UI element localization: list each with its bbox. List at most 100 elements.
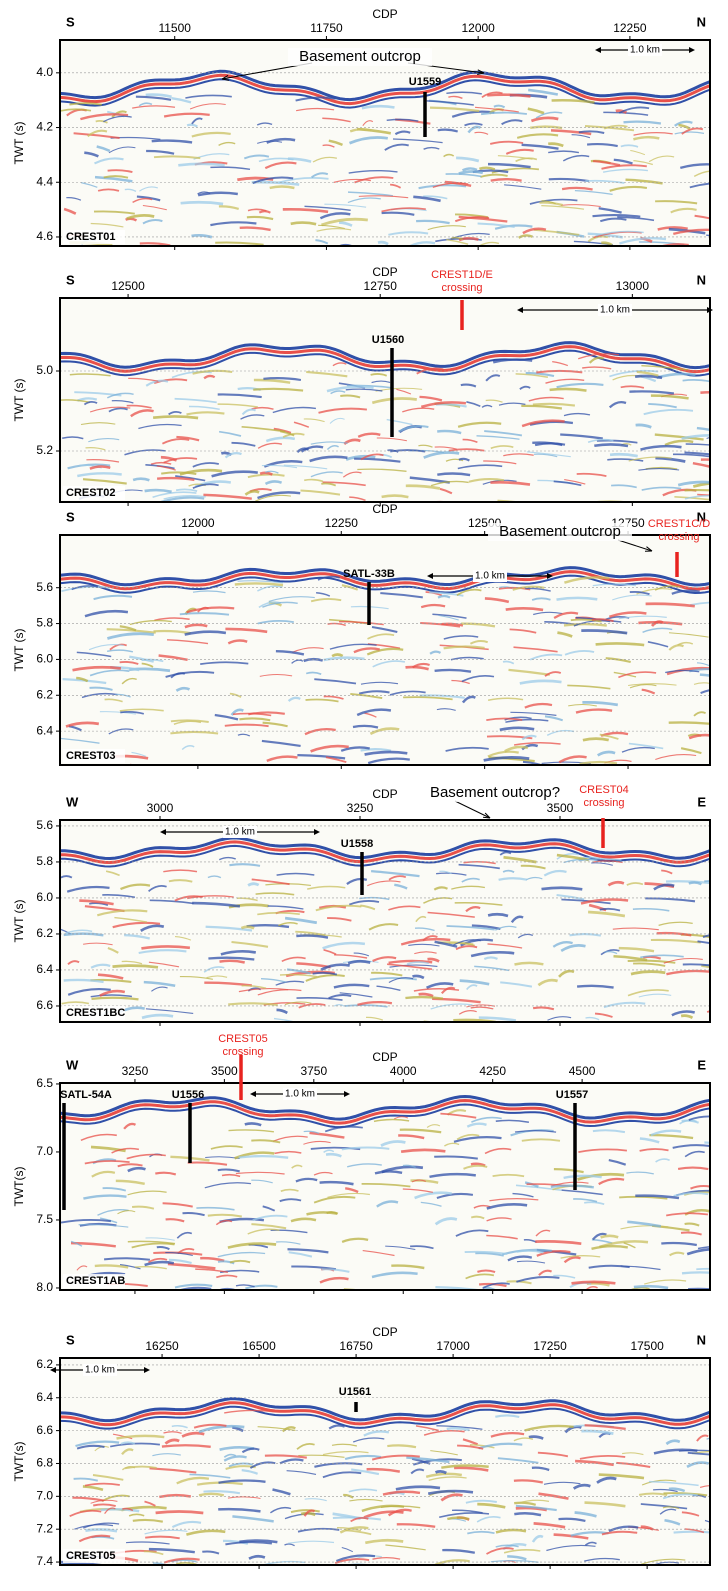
x-tick-label: 12750: [364, 279, 398, 293]
seismic-reflector: [596, 439, 638, 444]
seismic-reflector: [388, 875, 407, 881]
seismic-reflector: [341, 1237, 369, 1243]
seismic-reflector: [144, 1500, 156, 1507]
seismic-reflector: [423, 146, 440, 150]
seismic-reflector: [278, 921, 298, 927]
seismic-reflector: [457, 421, 502, 428]
seismic-reflector: [195, 1268, 229, 1274]
seismic-reflector: [79, 899, 114, 906]
seismic-reflector: [146, 149, 175, 155]
seismic-reflector: [232, 1515, 274, 1523]
seismic-reflector: [584, 1541, 597, 1546]
seismic-reflector: [82, 1030, 104, 1034]
seismic-reflector: [138, 102, 153, 107]
seismic-reflector: [437, 128, 459, 133]
seismic-reflector: [681, 1271, 710, 1275]
seismic-reflector: [608, 1525, 639, 1533]
seismic-reflector: [387, 1444, 417, 1449]
seismic-reflector: [331, 653, 344, 658]
seismic-reflector: [163, 112, 210, 118]
seismic-reflector: [516, 1250, 544, 1254]
seismic-reflector: [629, 590, 650, 596]
seismic-reflector: [607, 880, 625, 887]
seismic-reflector: [353, 647, 380, 654]
seismic-reflector: [613, 1292, 631, 1296]
seismic-reflector: [497, 1457, 539, 1464]
seismic-reflector: [374, 1170, 403, 1175]
y-tick-label: 6.6: [36, 1423, 53, 1437]
seismic-reflector: [349, 1498, 383, 1502]
seismic-reflector: [628, 683, 677, 687]
seismic-reflector: [173, 720, 202, 726]
seismic-reflector: [358, 195, 409, 199]
seismic-reflector: [423, 451, 460, 459]
seismic-reflector: [608, 1159, 627, 1166]
seismic-reflector: [90, 1145, 126, 1153]
y-tick-label: 6.8: [36, 1456, 53, 1470]
seismic-reflector: [529, 198, 578, 205]
seismic-image: [60, 566, 710, 765]
seismic-reflector: [356, 708, 392, 717]
x-tick-label: 12000: [461, 21, 495, 35]
seismic-reflector: [296, 997, 343, 1001]
seismic-reflector: [223, 1455, 247, 1462]
seismic-reflector: [415, 1425, 439, 1432]
seismic-reflector: [192, 462, 219, 468]
seismic-reflector: [461, 877, 480, 883]
seismic-reflector: [240, 414, 265, 420]
seismic-reflector: [477, 222, 515, 228]
seismic-reflector: [70, 1240, 83, 1247]
seismic-reflector: [497, 155, 533, 160]
seismic-reflector: [251, 1179, 273, 1184]
seismic-reflector: [310, 598, 342, 603]
seismic-reflector: [515, 1506, 548, 1512]
seismic-reflector: [236, 897, 258, 902]
seismic-reflector: [115, 1179, 145, 1186]
seismic-reflector: [507, 1555, 527, 1561]
seismic-reflector: [224, 1409, 274, 1414]
seismic-reflector: [558, 969, 575, 978]
seismic-reflector: [466, 1122, 487, 1128]
seismic-reflector: [86, 459, 120, 463]
seismic-reflector: [105, 870, 120, 877]
seismic-reflector: [119, 660, 139, 665]
scale-bar-label: 1.0 km: [600, 305, 630, 316]
seismic-reflector: [71, 585, 99, 591]
seismic-reflector: [638, 993, 672, 998]
seismic-reflector: [304, 1498, 327, 1502]
seismic-reflector: [239, 226, 271, 232]
seismic-reflector: [515, 1504, 557, 1512]
seismic-reflector: [580, 898, 629, 905]
seismic-reflector: [89, 669, 130, 677]
seismic-reflector: [325, 756, 347, 763]
seismic-reflector: [163, 457, 198, 464]
seismic-reflector: [127, 1166, 146, 1173]
seismic-reflector: [262, 1205, 276, 1212]
seismic-reflector: [444, 180, 472, 188]
y-axis-label: TWT (s): [12, 378, 26, 421]
seismic-reflector: [282, 207, 329, 214]
seismic-reflector: [406, 1456, 450, 1464]
seismic-reflector: [664, 439, 694, 447]
seismic-reflector: [246, 215, 274, 221]
seismic-reflector: [514, 1501, 537, 1506]
seismic-reflector: [103, 175, 129, 179]
y-tick-label: 7.0: [36, 1489, 53, 1503]
seismic-reflector: [640, 444, 682, 451]
seismic-reflector: [306, 1211, 338, 1216]
seismic-reflector: [60, 108, 92, 112]
x-tick-label: 4250: [479, 1064, 506, 1078]
seafloor-reflector: [60, 1397, 710, 1423]
seismic-reflector: [416, 219, 450, 225]
seismic-reflector: [366, 1467, 401, 1473]
seismic-reflector: [641, 364, 689, 371]
seismic-reflector: [104, 698, 123, 703]
seismic-reflector: [613, 511, 629, 513]
seismic-reflector: [134, 1265, 167, 1270]
seismic-reflector: [576, 984, 614, 989]
seismic-reflector: [489, 1197, 539, 1202]
seismic-reflector: [143, 1550, 164, 1556]
panel-name-background: [63, 1549, 125, 1563]
seismic-reflector: [384, 143, 409, 151]
seismic-reflector: [543, 1481, 581, 1485]
